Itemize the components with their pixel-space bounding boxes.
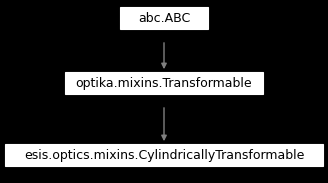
- FancyBboxPatch shape: [5, 144, 323, 166]
- FancyBboxPatch shape: [65, 72, 263, 94]
- Text: esis.optics.mixins.CylindricallyTransformable: esis.optics.mixins.CylindricallyTransfor…: [24, 148, 304, 162]
- Text: optika.mixins.Transformable: optika.mixins.Transformable: [76, 76, 252, 89]
- FancyBboxPatch shape: [120, 7, 208, 29]
- Text: abc.ABC: abc.ABC: [138, 12, 190, 25]
